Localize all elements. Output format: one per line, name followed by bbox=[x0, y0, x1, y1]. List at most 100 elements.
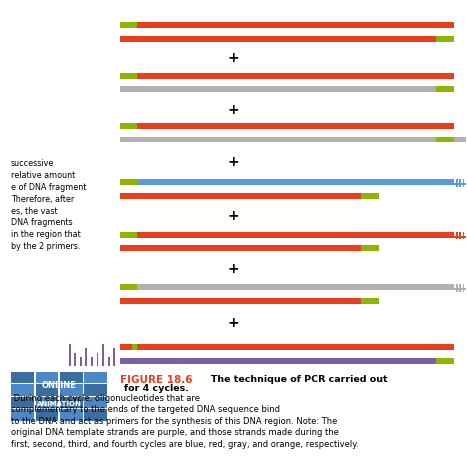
FancyBboxPatch shape bbox=[240, 28, 242, 36]
FancyBboxPatch shape bbox=[436, 358, 454, 364]
FancyBboxPatch shape bbox=[307, 28, 309, 36]
FancyBboxPatch shape bbox=[449, 350, 451, 358]
FancyBboxPatch shape bbox=[398, 28, 401, 36]
FancyBboxPatch shape bbox=[248, 129, 250, 137]
FancyBboxPatch shape bbox=[60, 409, 83, 421]
FancyBboxPatch shape bbox=[223, 238, 226, 246]
FancyBboxPatch shape bbox=[198, 28, 200, 36]
FancyBboxPatch shape bbox=[223, 129, 226, 137]
FancyBboxPatch shape bbox=[206, 129, 209, 137]
FancyBboxPatch shape bbox=[181, 78, 184, 86]
FancyBboxPatch shape bbox=[432, 129, 434, 137]
FancyBboxPatch shape bbox=[232, 238, 234, 246]
FancyBboxPatch shape bbox=[307, 350, 309, 358]
FancyBboxPatch shape bbox=[148, 129, 150, 137]
FancyBboxPatch shape bbox=[340, 185, 342, 193]
FancyBboxPatch shape bbox=[190, 185, 192, 193]
FancyBboxPatch shape bbox=[398, 78, 401, 86]
FancyBboxPatch shape bbox=[382, 28, 384, 36]
FancyBboxPatch shape bbox=[332, 185, 334, 193]
FancyBboxPatch shape bbox=[424, 78, 426, 86]
Text: FIGURE 18.6: FIGURE 18.6 bbox=[120, 375, 192, 385]
FancyBboxPatch shape bbox=[256, 78, 259, 86]
FancyBboxPatch shape bbox=[120, 246, 379, 251]
FancyBboxPatch shape bbox=[424, 28, 426, 36]
FancyBboxPatch shape bbox=[206, 350, 209, 358]
FancyBboxPatch shape bbox=[460, 179, 461, 187]
FancyBboxPatch shape bbox=[374, 238, 376, 246]
FancyBboxPatch shape bbox=[148, 185, 150, 193]
FancyBboxPatch shape bbox=[248, 238, 250, 246]
FancyBboxPatch shape bbox=[273, 185, 276, 193]
Text: During each cycle, oligonucleotides that are
complementary to the ends of the ta: During each cycle, oligonucleotides that… bbox=[11, 394, 358, 449]
FancyBboxPatch shape bbox=[315, 238, 317, 246]
FancyBboxPatch shape bbox=[190, 290, 192, 298]
FancyBboxPatch shape bbox=[374, 185, 376, 193]
FancyBboxPatch shape bbox=[156, 350, 158, 358]
FancyBboxPatch shape bbox=[307, 78, 309, 86]
FancyBboxPatch shape bbox=[102, 344, 104, 366]
FancyBboxPatch shape bbox=[140, 185, 142, 193]
FancyBboxPatch shape bbox=[307, 238, 309, 246]
FancyBboxPatch shape bbox=[374, 350, 376, 358]
FancyBboxPatch shape bbox=[282, 238, 284, 246]
FancyBboxPatch shape bbox=[120, 86, 454, 92]
FancyBboxPatch shape bbox=[365, 185, 368, 193]
FancyBboxPatch shape bbox=[357, 129, 359, 137]
FancyBboxPatch shape bbox=[140, 290, 142, 298]
FancyBboxPatch shape bbox=[108, 357, 110, 366]
FancyBboxPatch shape bbox=[240, 350, 242, 358]
FancyBboxPatch shape bbox=[198, 238, 200, 246]
FancyBboxPatch shape bbox=[164, 28, 167, 36]
FancyBboxPatch shape bbox=[69, 344, 71, 366]
FancyBboxPatch shape bbox=[357, 290, 359, 298]
FancyBboxPatch shape bbox=[256, 350, 259, 358]
FancyBboxPatch shape bbox=[440, 28, 443, 36]
FancyBboxPatch shape bbox=[240, 238, 242, 246]
FancyBboxPatch shape bbox=[181, 290, 184, 298]
FancyBboxPatch shape bbox=[190, 238, 192, 246]
FancyBboxPatch shape bbox=[156, 185, 158, 193]
FancyBboxPatch shape bbox=[323, 238, 325, 246]
FancyBboxPatch shape bbox=[120, 232, 137, 238]
FancyBboxPatch shape bbox=[173, 238, 175, 246]
FancyBboxPatch shape bbox=[131, 185, 134, 193]
FancyBboxPatch shape bbox=[265, 290, 267, 298]
FancyBboxPatch shape bbox=[398, 129, 401, 137]
FancyBboxPatch shape bbox=[298, 28, 301, 36]
FancyBboxPatch shape bbox=[173, 290, 175, 298]
FancyBboxPatch shape bbox=[332, 290, 334, 298]
FancyBboxPatch shape bbox=[290, 290, 292, 298]
FancyBboxPatch shape bbox=[323, 350, 325, 358]
FancyBboxPatch shape bbox=[307, 290, 309, 298]
FancyBboxPatch shape bbox=[340, 290, 342, 298]
FancyBboxPatch shape bbox=[140, 78, 142, 86]
FancyBboxPatch shape bbox=[198, 185, 200, 193]
FancyBboxPatch shape bbox=[215, 290, 217, 298]
FancyBboxPatch shape bbox=[265, 185, 267, 193]
FancyBboxPatch shape bbox=[131, 238, 134, 246]
FancyBboxPatch shape bbox=[156, 238, 158, 246]
Text: +: + bbox=[228, 262, 239, 276]
Text: +: + bbox=[228, 51, 239, 65]
FancyBboxPatch shape bbox=[240, 78, 242, 86]
FancyBboxPatch shape bbox=[290, 350, 292, 358]
FancyBboxPatch shape bbox=[374, 129, 376, 137]
FancyBboxPatch shape bbox=[256, 238, 259, 246]
FancyBboxPatch shape bbox=[206, 290, 209, 298]
FancyBboxPatch shape bbox=[120, 123, 454, 129]
FancyBboxPatch shape bbox=[173, 185, 175, 193]
FancyBboxPatch shape bbox=[164, 185, 167, 193]
FancyBboxPatch shape bbox=[374, 78, 376, 86]
FancyBboxPatch shape bbox=[332, 28, 334, 36]
FancyBboxPatch shape bbox=[466, 179, 467, 187]
FancyBboxPatch shape bbox=[440, 129, 443, 137]
FancyBboxPatch shape bbox=[332, 350, 334, 358]
FancyBboxPatch shape bbox=[315, 78, 317, 86]
FancyBboxPatch shape bbox=[223, 78, 226, 86]
FancyBboxPatch shape bbox=[390, 78, 392, 86]
FancyBboxPatch shape bbox=[298, 78, 301, 86]
FancyBboxPatch shape bbox=[390, 350, 392, 358]
FancyBboxPatch shape bbox=[348, 129, 351, 137]
FancyBboxPatch shape bbox=[290, 28, 292, 36]
